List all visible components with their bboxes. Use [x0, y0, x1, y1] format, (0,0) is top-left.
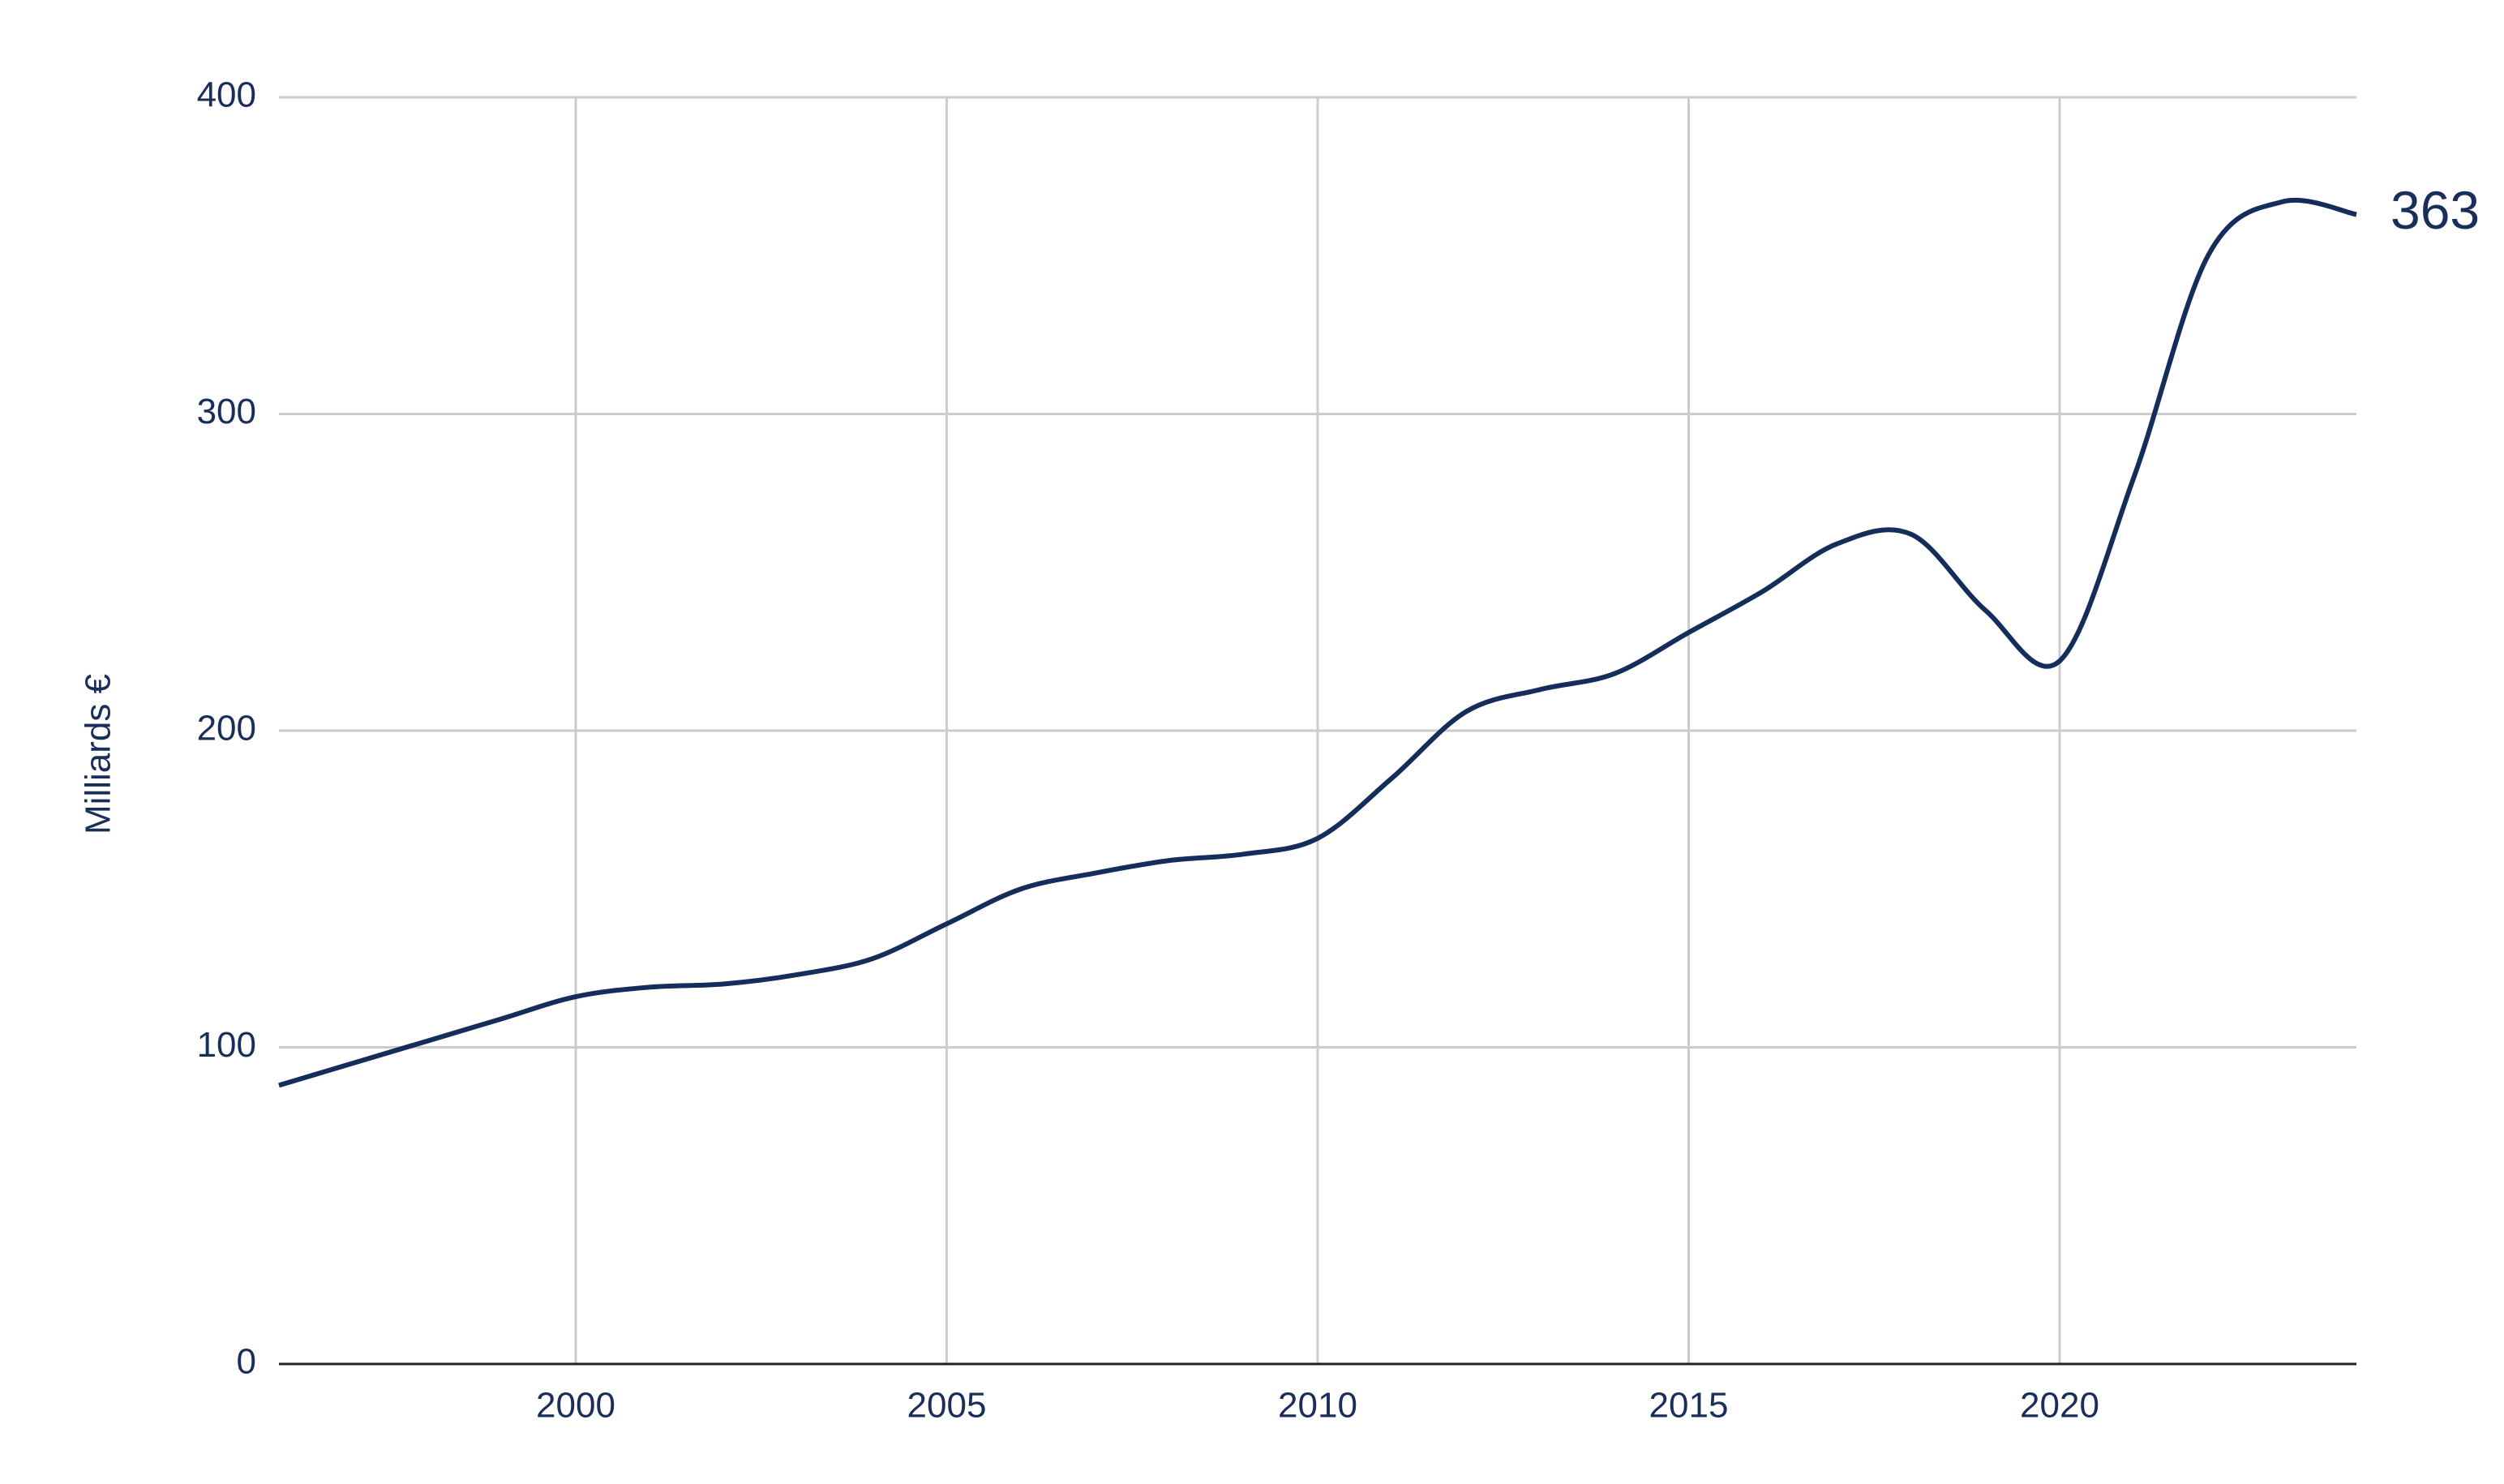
y-tick-label: 0: [237, 1342, 256, 1382]
x-tick-label: 2005: [907, 1386, 987, 1426]
x-tick-label: 2010: [1278, 1386, 1357, 1426]
y-tick-label: 300: [197, 392, 256, 431]
x-tick-label: 2000: [536, 1386, 615, 1426]
end-value-label: 363: [2390, 180, 2480, 240]
x-tick-label: 2020: [2020, 1386, 2099, 1426]
y-tick-label: 100: [197, 1025, 256, 1065]
y-tick-label: 200: [197, 709, 256, 748]
line: [278, 197, 2357, 1088]
y-tick-label: 400: [197, 75, 256, 115]
x-tick-label: 2015: [1649, 1386, 1729, 1426]
y-axis-label: Milliards €: [79, 674, 118, 834]
